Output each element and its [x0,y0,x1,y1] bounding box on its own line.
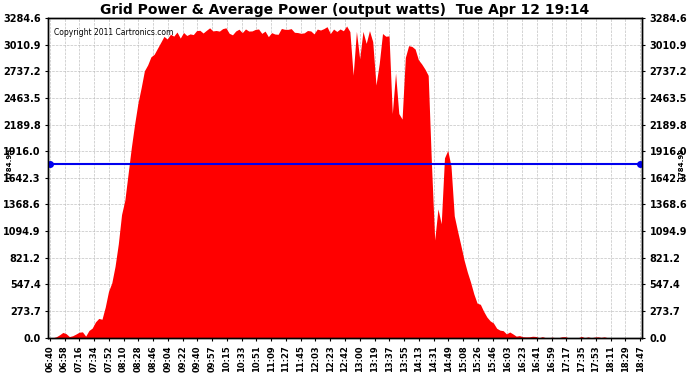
Text: 1784.99: 1784.99 [6,148,12,180]
Text: Copyright 2011 Cartronics.com: Copyright 2011 Cartronics.com [54,27,173,36]
Text: 1784.99: 1784.99 [678,148,684,180]
Title: Grid Power & Average Power (output watts)  Tue Apr 12 19:14: Grid Power & Average Power (output watts… [100,3,590,17]
